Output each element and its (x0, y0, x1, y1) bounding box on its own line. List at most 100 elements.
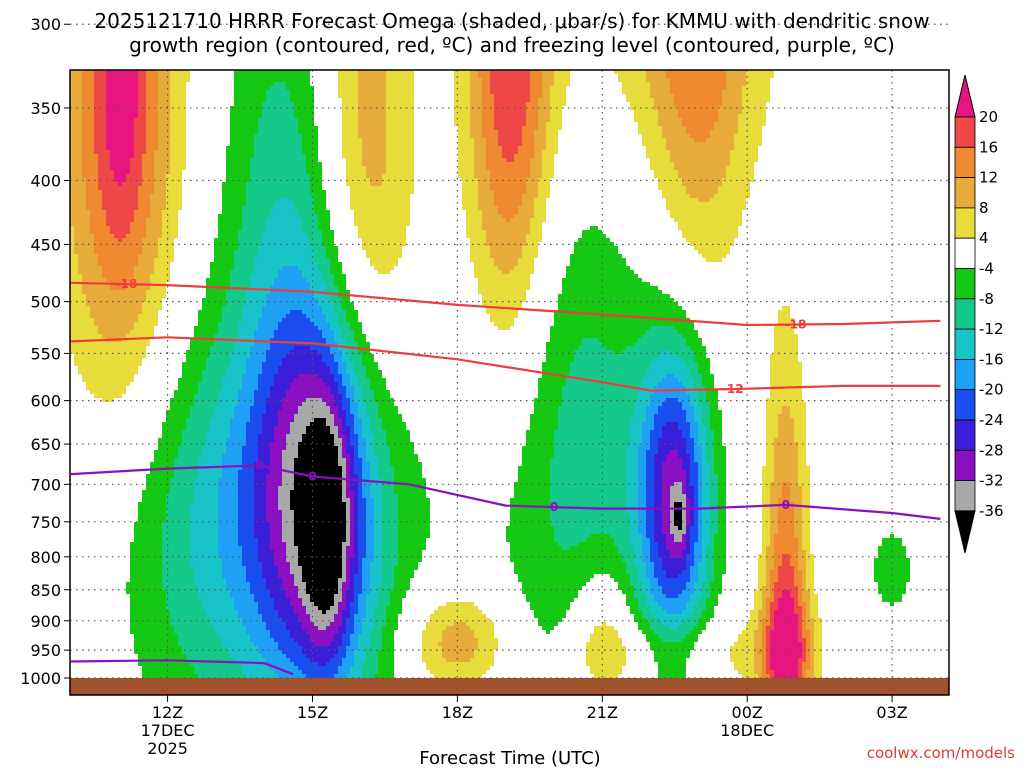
omega-cell (170, 486, 194, 490)
omega-cell (490, 170, 530, 174)
omega-cell (382, 494, 398, 498)
omega-cell (82, 94, 94, 98)
omega-cell (486, 238, 526, 242)
omega-cell (734, 142, 762, 146)
omega-cell (242, 454, 258, 458)
omega-cell (710, 482, 718, 486)
omega-cell (690, 466, 698, 470)
omega-cell (670, 526, 678, 530)
omega-cell (650, 366, 686, 370)
omega-cell (274, 282, 310, 286)
omega-cell (258, 650, 282, 654)
omega-cell (130, 606, 166, 610)
omega-cell (686, 446, 694, 450)
omega-cell (334, 378, 342, 382)
omega-cell (698, 362, 710, 366)
omega-cell (542, 86, 550, 90)
omega-cell (242, 458, 258, 462)
omega-cell (542, 94, 550, 98)
omega-cell (554, 530, 630, 534)
omega-cell (802, 598, 810, 602)
omega-cell (366, 374, 382, 378)
omega-cell (366, 534, 374, 538)
omega-cell (626, 598, 638, 602)
omega-cell (522, 454, 554, 458)
omega-cell (686, 602, 698, 606)
omega-cell (250, 350, 266, 354)
omega-cell (378, 598, 390, 602)
omega-cell (486, 158, 506, 162)
omega-cell (214, 406, 234, 410)
omega-cell (394, 474, 422, 478)
colorbar-label: -12 (979, 320, 1004, 338)
omega-cell (146, 130, 158, 134)
omega-cell (762, 674, 770, 678)
omega-cell (294, 458, 338, 462)
omega-cell (474, 174, 490, 178)
credit-link[interactable]: coolwx.com/models (867, 744, 1015, 762)
omega-cell (746, 70, 774, 74)
omega-cell (782, 594, 790, 598)
omega-cell (374, 514, 382, 518)
omega-cell (334, 638, 342, 642)
omega-cell (234, 602, 258, 606)
omega-cell (202, 454, 222, 458)
omega-cell (358, 530, 366, 534)
omega-cell (642, 434, 650, 438)
omega-cell (266, 490, 278, 494)
omega-cell (726, 82, 746, 86)
omega-cell (286, 434, 302, 438)
omega-cell (150, 194, 166, 198)
omega-cell (770, 374, 802, 378)
omega-cell (90, 390, 126, 394)
omega-cell (246, 578, 266, 582)
omega-cell (462, 202, 478, 206)
omega-cell (362, 154, 386, 158)
omega-cell (266, 218, 302, 222)
omega-cell (550, 330, 646, 334)
omega-cell (190, 506, 218, 510)
omega-cell (670, 502, 674, 506)
omega-cell (490, 250, 522, 254)
omega-cell (690, 478, 698, 482)
omega-cell (322, 334, 334, 338)
omega-cell (702, 406, 710, 410)
omega-cell (274, 206, 294, 210)
omega-cell (342, 566, 346, 570)
grid-lines (70, 23, 949, 695)
omega-cell (258, 442, 270, 446)
omega-cell (398, 514, 430, 518)
omega-cell (82, 162, 98, 166)
omega-cell (294, 662, 318, 666)
omega-cell (666, 422, 678, 426)
omega-cell (362, 562, 370, 566)
omega-cell (134, 642, 178, 646)
omega-cell (710, 418, 722, 422)
omega-cell (362, 458, 366, 462)
omega-cell (142, 182, 154, 186)
omega-cell (150, 202, 166, 206)
omega-cell (70, 170, 82, 174)
omega-cell (774, 466, 798, 470)
omega-cell (546, 342, 582, 346)
omega-cell (654, 106, 678, 110)
omega-cell (702, 538, 710, 542)
omega-cell (246, 442, 258, 446)
omega-cell (342, 582, 350, 586)
omega-cell (714, 542, 726, 546)
omega-cell (334, 302, 342, 306)
omega-cell (254, 330, 274, 334)
omega-cell (366, 654, 378, 658)
omega-cell (238, 494, 254, 498)
omega-cell (70, 190, 86, 194)
omega-cell (558, 302, 678, 306)
omega-cell (646, 594, 654, 598)
omega-cell (70, 250, 74, 254)
omega-cell (366, 506, 374, 510)
omega-cell (94, 138, 106, 142)
omega-cell (234, 406, 250, 410)
omega-cell (166, 510, 190, 514)
omega-cell (226, 150, 254, 154)
omega-cell (814, 634, 822, 638)
omega-cell (110, 154, 134, 158)
